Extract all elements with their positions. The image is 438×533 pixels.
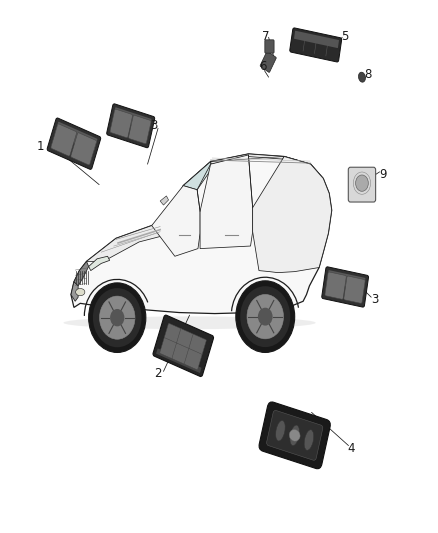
Text: 3: 3 [371,293,378,306]
FancyBboxPatch shape [294,31,339,48]
FancyBboxPatch shape [290,28,342,62]
FancyBboxPatch shape [322,267,368,307]
Text: 8: 8 [364,68,372,81]
FancyBboxPatch shape [189,334,206,356]
FancyBboxPatch shape [265,40,274,53]
FancyBboxPatch shape [184,349,202,370]
Text: 7: 7 [261,30,269,43]
Polygon shape [71,154,332,313]
Text: 5: 5 [342,30,349,43]
Circle shape [258,308,272,326]
Ellipse shape [64,317,316,329]
Text: 6: 6 [259,60,267,74]
Polygon shape [253,157,332,273]
Polygon shape [183,161,211,190]
FancyBboxPatch shape [107,104,155,148]
Text: 3: 3 [150,119,158,132]
FancyBboxPatch shape [47,118,101,169]
FancyBboxPatch shape [156,349,201,373]
FancyBboxPatch shape [164,324,182,344]
Circle shape [88,283,146,352]
FancyBboxPatch shape [348,167,376,202]
Polygon shape [281,157,323,184]
Polygon shape [152,185,200,256]
Polygon shape [160,196,169,205]
FancyBboxPatch shape [267,410,323,461]
FancyBboxPatch shape [71,133,96,165]
Polygon shape [200,155,253,248]
Text: 1: 1 [36,140,44,153]
Ellipse shape [289,430,300,441]
Ellipse shape [76,288,85,296]
Text: 4: 4 [348,442,355,455]
Circle shape [247,294,283,339]
FancyBboxPatch shape [153,315,214,376]
Polygon shape [87,221,175,261]
FancyBboxPatch shape [327,270,365,290]
FancyBboxPatch shape [55,122,97,151]
Ellipse shape [276,421,285,441]
Text: 9: 9 [379,168,387,181]
FancyBboxPatch shape [113,107,152,131]
Polygon shape [168,161,215,228]
FancyBboxPatch shape [259,402,330,469]
Polygon shape [74,261,88,286]
FancyBboxPatch shape [160,338,177,359]
FancyBboxPatch shape [172,343,190,364]
Circle shape [99,296,135,339]
Circle shape [110,309,124,326]
FancyBboxPatch shape [177,329,194,350]
Circle shape [93,288,141,347]
FancyBboxPatch shape [110,109,133,138]
FancyBboxPatch shape [344,276,365,303]
Polygon shape [211,154,311,167]
Ellipse shape [358,72,365,82]
FancyBboxPatch shape [129,115,151,144]
FancyBboxPatch shape [325,272,346,299]
Polygon shape [88,256,110,271]
FancyBboxPatch shape [260,51,276,72]
Circle shape [236,281,295,352]
Ellipse shape [304,430,314,450]
Ellipse shape [356,175,368,191]
Circle shape [240,286,290,347]
Text: 2: 2 [154,367,162,381]
Polygon shape [71,282,78,301]
Ellipse shape [290,425,300,446]
FancyBboxPatch shape [51,124,77,156]
